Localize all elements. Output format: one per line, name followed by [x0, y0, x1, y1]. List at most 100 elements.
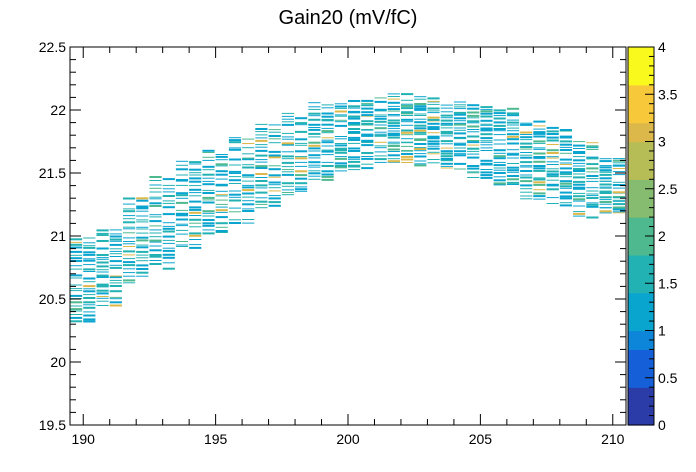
heatmap-cell	[467, 104, 480, 107]
heatmap-cell	[546, 156, 559, 158]
heatmap-cell	[361, 129, 374, 130]
heatmap-cell	[427, 140, 440, 143]
heatmap-cell	[348, 169, 361, 171]
heatmap-cell	[612, 196, 625, 199]
heatmap-cell	[414, 124, 427, 127]
heatmap-cell	[255, 191, 268, 194]
heatmap-cell	[361, 107, 374, 110]
heatmap-cell	[149, 220, 162, 223]
heatmap-cell	[361, 157, 374, 160]
heatmap-cell	[559, 130, 572, 132]
heatmap-cell	[96, 235, 109, 236]
heatmap-cell	[573, 195, 586, 198]
heatmap-cell	[493, 169, 506, 171]
heatmap-cell	[348, 150, 361, 152]
heatmap-cell	[453, 101, 467, 103]
heatmap-cell	[361, 167, 374, 170]
x-tick-label: 205	[469, 431, 493, 447]
heatmap-cell	[334, 119, 347, 121]
heatmap-cell	[123, 272, 136, 274]
heatmap-cell	[228, 139, 242, 142]
y-tick-label: 21	[50, 228, 66, 244]
heatmap-cell	[387, 145, 400, 147]
heatmap-cell	[202, 229, 215, 231]
chart-title: Gain20 (mV/fC)	[279, 7, 418, 29]
heatmap-cell	[506, 152, 520, 154]
heatmap-cell	[136, 221, 149, 223]
heatmap-cell	[414, 113, 427, 115]
heatmap-cell	[506, 184, 520, 185]
heatmap-cell	[374, 158, 387, 161]
heatmap-cell	[401, 153, 414, 155]
heatmap-cell	[427, 103, 440, 105]
heatmap-cell	[467, 125, 480, 128]
heatmap-cell	[228, 196, 242, 198]
heatmap-cell	[414, 143, 427, 145]
heatmap-cell	[559, 173, 572, 176]
heatmap-cell	[414, 155, 427, 158]
color-scale-step	[628, 254, 654, 275]
heatmap-cell	[467, 153, 480, 155]
heatmap-cell	[480, 115, 493, 118]
heatmap-cell	[175, 197, 189, 199]
heatmap-cell	[334, 156, 347, 158]
heatmap-cell	[321, 132, 334, 134]
z-tick-label: 3.5	[658, 86, 678, 102]
heatmap-cell	[189, 211, 202, 214]
heatmap-cell	[480, 110, 493, 113]
heatmap-cell	[612, 174, 625, 176]
heatmap-cell	[348, 139, 361, 141]
heatmap-cell	[427, 128, 440, 130]
heatmap-cell	[520, 154, 533, 156]
heatmap-cell	[255, 149, 268, 152]
color-scale-step	[628, 273, 654, 294]
heatmap-cell	[149, 263, 162, 265]
heatmap-cell	[348, 123, 361, 126]
heatmap-cell	[427, 107, 440, 110]
heatmap-cell	[136, 215, 149, 217]
heatmap-cell	[427, 159, 440, 160]
heatmap-cell	[70, 260, 83, 262]
heatmap-cell	[228, 179, 242, 182]
heatmap-cell	[599, 173, 612, 176]
y-tick-label: 22.5	[39, 39, 66, 55]
heatmap-cell	[506, 142, 520, 145]
heatmap-cell	[321, 104, 334, 106]
heatmap-cell	[586, 146, 599, 149]
heatmap-cell	[268, 174, 281, 177]
heatmap-cell	[175, 223, 189, 225]
heatmap-cell	[255, 177, 268, 178]
heatmap-cell	[334, 110, 347, 113]
heatmap-cell	[440, 152, 453, 155]
heatmap-cell	[242, 174, 255, 177]
heatmap-cell	[96, 285, 109, 288]
heatmap-cell	[493, 155, 506, 158]
heatmap-cell	[493, 157, 506, 160]
heatmap-cell	[308, 172, 321, 175]
heatmap-cell	[268, 176, 281, 178]
heatmap-cell	[321, 173, 334, 176]
heatmap-cell	[123, 221, 136, 224]
heatmap-cell	[533, 125, 546, 127]
heatmap-cell	[493, 149, 506, 152]
heatmap-cell	[321, 112, 334, 115]
heatmap-cell	[467, 177, 480, 178]
heatmap-cell	[599, 180, 612, 182]
heatmap-cell	[559, 176, 572, 178]
heatmap-cell	[453, 104, 467, 106]
heatmap-cell	[96, 229, 109, 232]
heatmap-cell	[586, 156, 599, 158]
x-tick-label: 190	[72, 431, 96, 447]
heatmap-cell	[586, 142, 599, 144]
heatmap-cell	[83, 301, 96, 304]
heatmap-cell	[387, 148, 400, 151]
heatmap-cell	[559, 162, 572, 164]
heatmap-cell	[374, 100, 387, 103]
heatmap-cell	[348, 136, 361, 139]
heatmap-cell	[599, 203, 612, 205]
heatmap-cell	[136, 239, 149, 242]
heatmap-cell	[321, 145, 334, 147]
heatmap-cell	[453, 150, 467, 153]
heatmap-cell	[467, 140, 480, 141]
heatmap-cell	[401, 115, 414, 116]
